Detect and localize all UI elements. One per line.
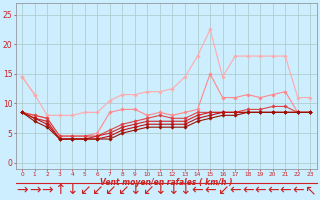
X-axis label: Vent moyen/en rafales ( km/h ): Vent moyen/en rafales ( km/h ) xyxy=(100,178,232,187)
